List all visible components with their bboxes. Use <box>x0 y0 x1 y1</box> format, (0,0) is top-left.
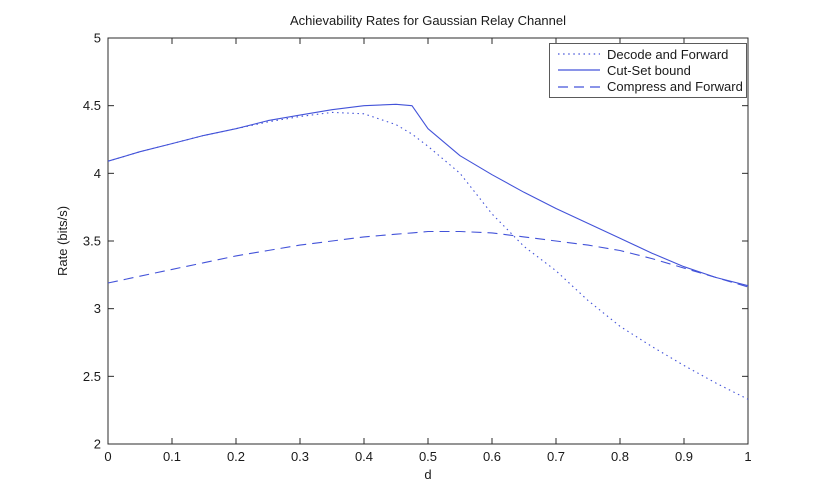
x-tick-label: 0.1 <box>163 449 181 464</box>
dotted-line-sample-icon <box>558 53 600 55</box>
legend-item-cut-set-bound: Cut-Set bound <box>550 62 746 78</box>
y-axis-label: Rate (bits/s) <box>55 206 70 276</box>
legend-label: Decode and Forward <box>607 46 729 62</box>
x-tick-label: 0.7 <box>547 449 565 464</box>
x-tick-label: 0.8 <box>611 449 629 464</box>
y-tick-label: 3.5 <box>83 234 101 249</box>
series-layer <box>107 103 749 400</box>
x-tick-label: 0.2 <box>227 449 245 464</box>
series-decode-and-forward <box>107 111 749 400</box>
y-tick-label: 2.5 <box>83 369 101 384</box>
y-tick-label: 3 <box>94 301 101 316</box>
series-cut-set-bound <box>107 103 749 287</box>
y-tick-label: 2 <box>94 437 101 452</box>
legend-item-compress-and-forward: Compress and Forward <box>550 79 746 95</box>
y-tick-label: 4.5 <box>83 98 101 113</box>
legend-label: Compress and Forward <box>607 79 743 95</box>
axes-layer: 0 0.1 0.2 0.3 0.4 0.5 0.6 0.7 0.8 0.9 1 2 2.5 3 3.5 4 4.… <box>83 31 752 465</box>
series-compress-and-forward <box>107 230 749 288</box>
x-tick-label: 0.5 <box>419 449 437 464</box>
x-tick-label: 0.6 <box>483 449 501 464</box>
x-tick-label: 0 <box>104 449 111 464</box>
x-tick-label: 0.4 <box>355 449 373 464</box>
x-tick-label: 0.3 <box>291 449 309 464</box>
legend-item-decode-and-forward: Decode and Forward <box>550 46 746 62</box>
legend-box: Decode and Forward Cut-Set bound Compres… <box>549 43 747 98</box>
x-axis-label: d <box>424 467 431 482</box>
chart-title: Achievability Rates for Gaussian Relay C… <box>290 13 566 28</box>
legend-label: Cut-Set bound <box>607 62 691 78</box>
solid-line-sample-icon <box>558 69 600 72</box>
y-tick-label: 5 <box>94 31 101 46</box>
plot-border <box>107 37 749 445</box>
x-tick-label: 1 <box>744 449 751 464</box>
x-tick-label: 0.9 <box>675 449 693 464</box>
dashed-line-sample-icon <box>558 86 600 88</box>
y-tick-label: 4 <box>94 166 101 181</box>
